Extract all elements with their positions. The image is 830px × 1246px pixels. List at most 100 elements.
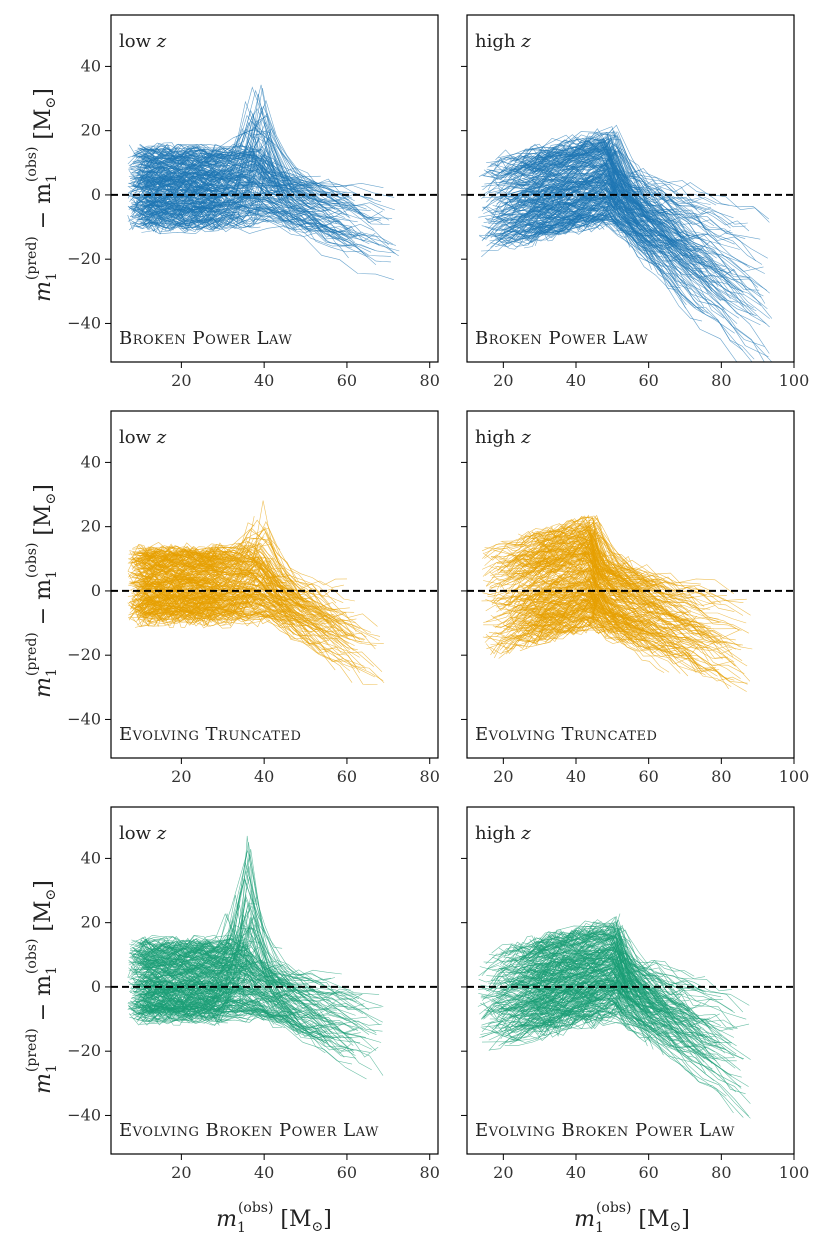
svg-text:m1(obs) [M⊙]: m1(obs) [M⊙] [216,1200,332,1236]
trace-line [482,969,669,1010]
trace-line [134,941,241,955]
trace-line [133,1006,367,1080]
trace-line [529,145,766,304]
trace-line [518,592,680,649]
trace-line [127,567,255,582]
trace-line [499,992,658,1021]
trace-group [127,84,400,280]
x-axis-title-left: m1(obs) [M⊙] [216,1200,332,1236]
trace-line [140,955,380,995]
y-tick-label: 20 [81,517,101,536]
trace-group [481,514,753,692]
x-tick-label: 60 [337,1163,357,1182]
x-axis-title-right: m1(obs) [M⊙] [574,1200,690,1236]
trace-line [129,975,323,1029]
panel-frame [466,14,795,363]
x-tick-label: 100 [779,767,810,786]
trace-line [145,93,315,208]
trace-line [134,586,308,632]
trace-line [542,924,628,955]
trace-line [143,551,315,605]
trace-line [144,995,328,1044]
trace-line [517,162,667,215]
trace-line [128,1000,265,1014]
trace-line [129,167,351,219]
trace-line [135,147,232,162]
trace-line [129,538,297,582]
panel-redshift-label: high z [475,31,531,52]
trace-line [138,609,271,626]
trace-line [524,213,738,324]
trace-line [514,977,598,1005]
trace-line [540,951,713,1007]
trace-line [139,84,350,218]
trace-line [136,145,244,161]
trace-line [498,1013,631,1047]
trace-line [141,156,381,221]
trace-line [483,135,631,180]
trace-line [523,937,663,985]
trace-line [538,615,742,652]
trace-line [135,595,216,611]
trace-line [536,135,619,174]
trace-line [521,924,710,1027]
x-tick-label: 40 [566,1163,586,1182]
trace-line [141,937,235,954]
y-axis-title-row-0: m1(pred) − m1(obs) [M⊙] [24,88,60,302]
trace-line [130,560,217,574]
x-tick-label: 60 [638,767,658,786]
trace-line [136,211,377,266]
trace-line [519,913,621,959]
trace-line [486,175,621,203]
trace-line [145,996,217,1013]
trace-line [530,578,598,603]
x-tick-label: 40 [566,767,586,786]
trace-line [517,618,630,646]
trace-line [145,1001,353,1043]
x-tick-label: 40 [254,1163,274,1182]
x-tick-label: 100 [779,1163,810,1182]
panel-model-label: Evolving Truncated [119,724,301,745]
trace-line [142,993,242,1011]
trace-line [136,870,370,1035]
trace-line [499,160,761,326]
trace-line [513,550,620,595]
trace-line [540,980,707,1039]
trace-line [515,949,721,1047]
trace-line [543,609,689,652]
trace-line [520,207,602,235]
trace-line [145,992,299,1032]
panel-model-label: Evolving Truncated [475,724,657,745]
trace-line [136,606,352,638]
trace-line [138,995,278,1012]
trace-line [522,605,605,629]
trace-line [497,150,768,259]
trace-line [536,146,746,239]
trace-line [497,162,719,288]
trace-line [485,138,763,265]
trace-line [527,956,621,979]
x-tick-label: 60 [337,767,357,786]
trace-line [127,999,301,1034]
trace-line [522,928,621,963]
trace-line [142,217,248,232]
trace-line [130,610,238,627]
trace-line [140,161,274,183]
trace-line [535,138,730,206]
trace-line [533,945,636,985]
trace-line [137,201,237,217]
trace-line [131,1001,357,1059]
trace-line [482,517,647,577]
trace-line [531,996,642,1022]
trace-line [132,982,230,1014]
x-tick-label: 20 [493,1163,513,1182]
trace-line [524,965,632,996]
trace-line [513,1003,664,1056]
x-tick-label: 80 [420,767,440,786]
trace-line [133,1011,220,1026]
trace-line [492,179,602,208]
trace-line [136,188,216,204]
panel-frame [466,806,795,1155]
trace-line [130,166,301,194]
